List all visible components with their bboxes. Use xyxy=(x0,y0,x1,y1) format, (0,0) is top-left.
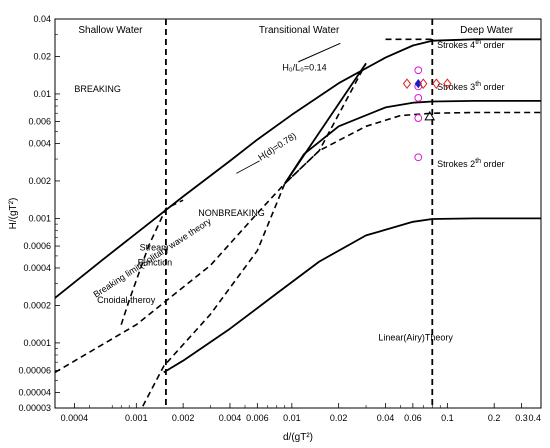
y-tick-label: 0.00006 xyxy=(18,366,51,376)
series-line xyxy=(283,100,541,185)
data-point-circle xyxy=(414,66,423,75)
x-tick-label: 0.0004 xyxy=(61,413,89,423)
region-label: Shallow Water xyxy=(78,25,143,36)
data-point-triangle xyxy=(424,110,436,121)
x-tick-label: 0.002 xyxy=(172,413,195,423)
y-tick-label: 0.02 xyxy=(33,51,51,61)
x-tick-label: 0.04 xyxy=(377,413,395,423)
y-tick-label: 0.004 xyxy=(28,138,51,148)
y-tick-label: 0.04 xyxy=(33,14,51,24)
data-point-diamond xyxy=(432,78,441,89)
x-tick-label: 0.001 xyxy=(125,413,148,423)
annotation-label: Stream xyxy=(140,243,169,253)
x-tick-label: 0.3 xyxy=(515,413,528,423)
wave-order-label: Strokes 3th order xyxy=(437,81,504,92)
region-label: Deep Water xyxy=(460,25,514,36)
data-point-diamond xyxy=(419,78,428,89)
annotation-label: Cnoidal theroy xyxy=(97,295,156,305)
annotation-label: NONBREAKING xyxy=(198,208,265,218)
x-tick-label: 0.4 xyxy=(528,413,541,423)
annotation-label: Function xyxy=(138,257,173,267)
steepness-leader xyxy=(298,42,341,63)
annotation-label: BREAKING xyxy=(74,84,121,94)
series-line xyxy=(163,217,541,374)
x-axis-label: d/(gT²) xyxy=(283,432,313,443)
x-tick-label: 0.004 xyxy=(219,413,242,423)
series-line xyxy=(283,62,367,185)
y-tick-label: 0.0001 xyxy=(23,338,51,348)
steepness-label: H₀/L₀=0.14 xyxy=(282,62,326,72)
x-tick-label: 0.01 xyxy=(283,413,301,423)
data-point-circle xyxy=(414,153,423,162)
x-tick-label: 0.02 xyxy=(330,413,348,423)
plot-frame xyxy=(54,18,542,409)
wave-order-label: Strokes 4th order xyxy=(437,39,504,50)
x-tick-label: 0.1 xyxy=(441,413,454,423)
wave-order-label: Strokes 2th order xyxy=(437,158,504,169)
plot-area: 0.0004 0.001 0.002 0.004 0.006 0.01 0.02 0.04 0.… xyxy=(8,14,542,443)
annotation-leader xyxy=(236,160,260,174)
y-tick-label: 0.001 xyxy=(28,213,51,223)
series-line xyxy=(54,38,541,299)
y-tick-label: 0.002 xyxy=(28,176,51,186)
y-tick-label: 0.0004 xyxy=(23,263,51,273)
y-tick-label: 0.0006 xyxy=(23,241,51,251)
series-line xyxy=(120,199,184,325)
annotation-label: Linear(Airy)Theory xyxy=(378,332,453,342)
x-tick-label: 0.06 xyxy=(404,413,422,423)
x-tick-label: 0.2 xyxy=(488,413,501,423)
data-point-circle xyxy=(414,93,423,102)
annotation-label: Breaking limit(Solitary wave theory xyxy=(92,216,214,300)
series-line xyxy=(142,63,367,407)
x-tick-label: 0.006 xyxy=(246,413,269,423)
y-tick-label: 0.01 xyxy=(33,89,51,99)
region-label: Transitional Water xyxy=(259,25,340,36)
y-tick-label: 0.00004 xyxy=(18,387,51,397)
data-point-diamond xyxy=(443,78,452,89)
y-tick-label: 0.0002 xyxy=(23,300,51,310)
data-point-circle xyxy=(414,114,423,122)
data-point-diamond xyxy=(402,78,412,89)
series-line xyxy=(54,111,541,374)
y-tick-label: 0.006 xyxy=(28,117,51,127)
y-axis-label: H/(gT²) xyxy=(8,198,19,230)
y-tick-label: 0.00003 xyxy=(18,403,51,413)
